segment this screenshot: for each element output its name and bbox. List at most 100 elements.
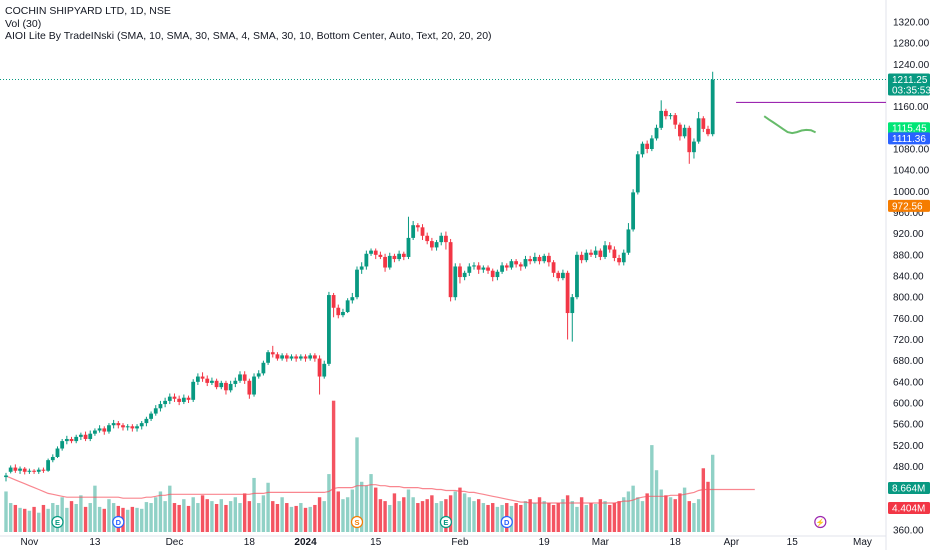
event-marker [500, 515, 513, 529]
candle-body [317, 358, 322, 377]
candle-body [55, 448, 60, 457]
volume-bar [93, 485, 97, 532]
candle-body [369, 250, 373, 254]
candle-body [294, 356, 299, 359]
candle-body [509, 261, 514, 268]
price-tag-countdown: 03:35:53 [892, 86, 931, 97]
candle-body [261, 362, 266, 374]
candle-body [284, 355, 289, 359]
price-tick-label: 1000.00 [893, 187, 930, 198]
volume-bar [434, 503, 439, 532]
candle-body [27, 470, 32, 472]
candle-body [336, 307, 341, 316]
candle-body [593, 250, 598, 255]
volume-bar [238, 503, 242, 532]
candle-body [612, 249, 617, 259]
volume-bar [135, 507, 139, 532]
volume-bar [285, 503, 289, 532]
volume-bar [107, 499, 111, 532]
candle-body [186, 397, 191, 400]
time-tick-label: 15 [787, 537, 799, 548]
time-tick-label: Mar [592, 537, 610, 548]
volume-bar [266, 482, 270, 532]
volume-bar [8, 503, 13, 532]
price-tick-label: 920.00 [893, 229, 924, 240]
volume-bar [622, 497, 626, 532]
time-axis[interactable]: Nov 13 Dec 18 2024 15 Feb 19 Mar 18 Apr 15 May [21, 537, 872, 548]
candle-body [341, 311, 345, 316]
candle-body [518, 264, 523, 267]
candle-body [8, 467, 13, 472]
volume-bar [696, 499, 701, 532]
volume-layer [4, 400, 755, 532]
candle-body [163, 400, 168, 405]
volume-bar [359, 481, 364, 532]
volume-bar [275, 504, 280, 532]
candle-body [149, 413, 153, 419]
volume-bar [154, 497, 158, 532]
candle-body [78, 434, 83, 437]
candle-body [210, 380, 214, 383]
volume-bar [97, 506, 102, 532]
candle-body [275, 354, 280, 359]
candle-body [537, 256, 542, 262]
volume-bar [196, 503, 200, 532]
volume-bar [336, 491, 340, 532]
volume-bar [27, 510, 32, 532]
volume-bar [331, 400, 336, 532]
candle-body [420, 227, 425, 236]
candle-body [448, 242, 453, 298]
candle-body [500, 265, 504, 272]
candle-body [481, 267, 486, 270]
candle-body [32, 470, 36, 472]
volume-bar [626, 491, 631, 532]
candle-body [107, 425, 111, 432]
volume-bar [322, 501, 326, 532]
volume-bar [172, 503, 177, 532]
volume-bar [299, 503, 303, 532]
candle-body [298, 356, 303, 359]
candle-body [88, 433, 93, 439]
candle-body [266, 352, 270, 363]
volume-bar [603, 501, 607, 532]
time-tick-label: Apr [724, 537, 740, 548]
candle-body [308, 355, 313, 359]
volume-bar [598, 499, 603, 532]
indicator-legend[interactable]: AIOI Lite By TradeINski (SMA, 10, SMA, 3… [5, 30, 492, 42]
candles-layer [4, 71, 715, 482]
candle-body [13, 467, 18, 471]
candle-body [415, 225, 420, 228]
volume-sma-line [5, 475, 755, 504]
candle-body [116, 423, 121, 426]
volume-bar [313, 504, 317, 532]
candle-body [476, 265, 481, 270]
candle-body [387, 255, 392, 268]
candle-body [4, 475, 8, 478]
candle-body [270, 352, 275, 355]
volume-bar [575, 506, 579, 532]
volume-bar [247, 501, 252, 532]
volume-bar [537, 497, 542, 532]
time-tick-label: Feb [451, 537, 469, 548]
volume-bar [74, 504, 78, 532]
volume-bar [448, 495, 453, 532]
symbol-title[interactable]: COCHIN SHIPYARD LTD, 1D, NSE [5, 5, 171, 17]
volume-bar [51, 503, 55, 532]
time-tick-label: Dec [166, 537, 184, 548]
price-tick-label: 360.00 [893, 526, 924, 537]
volume-bar [551, 504, 556, 532]
price-tag-label: 1115.45 [892, 124, 927, 135]
volume-bar [402, 497, 406, 532]
volume-bar [280, 497, 284, 532]
volume-bar [476, 499, 481, 532]
candle-body [64, 438, 69, 442]
volume-legend[interactable]: Vol (30) [5, 17, 42, 30]
price-tag [888, 122, 930, 135]
candle-body [238, 374, 242, 381]
volume-bar [261, 495, 266, 532]
price-tick-label: 1280.00 [893, 39, 930, 50]
candle-body [177, 398, 182, 402]
candle-body [383, 256, 387, 268]
candle-body [195, 376, 200, 382]
